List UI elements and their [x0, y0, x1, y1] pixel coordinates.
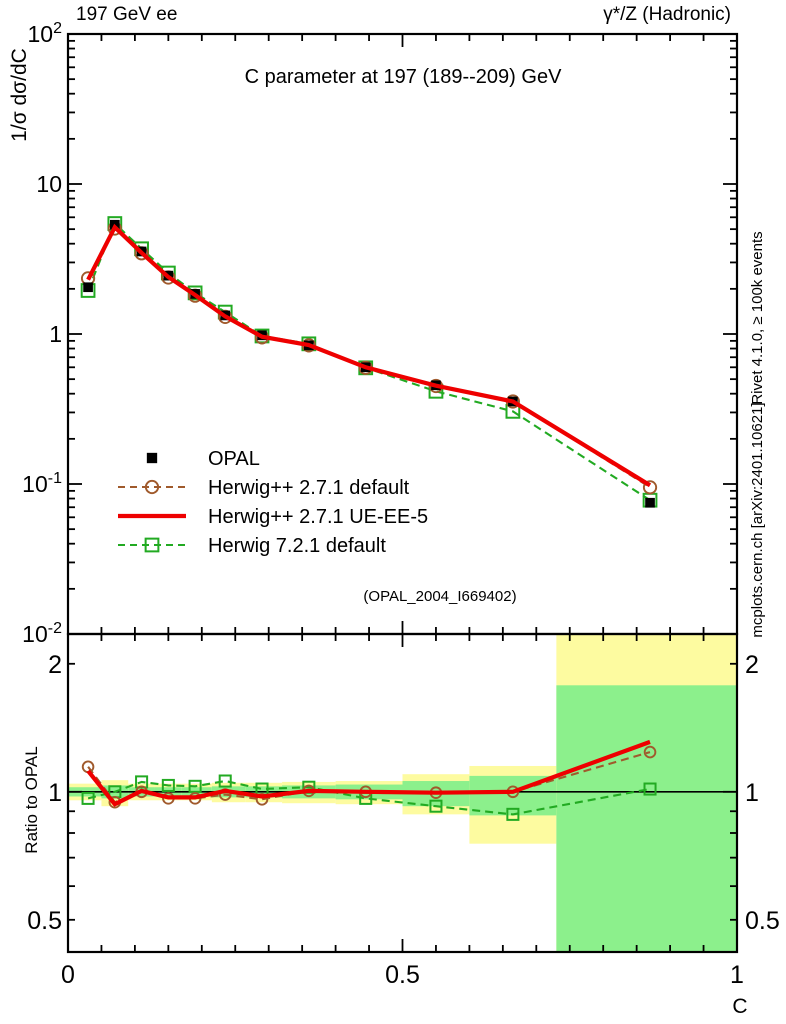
legend-label: Herwig++ 2.7.1 UE-EE-5 — [208, 506, 428, 528]
ratio-y-tick-label-right: 1 — [745, 779, 759, 807]
data-marker-square-open — [506, 807, 520, 821]
main-y-tick-label: 10 — [36, 171, 62, 197]
legend: OPAL Herwig++ 2.7.1 default Herwig++ 2.7.1… — [118, 448, 428, 557]
main-panel-axes — [66, 32, 739, 636]
data-marker-square-open — [429, 799, 443, 813]
data-marker-circle — [144, 479, 160, 495]
data-marker-square-open — [161, 778, 175, 792]
main-y-tick-label: 102 — [28, 20, 63, 47]
data-marker-circle — [642, 480, 658, 495]
data-marker-square-open — [81, 791, 95, 805]
main-y-tick-label: 10-1 — [22, 470, 62, 497]
data-marker-square — [645, 497, 655, 508]
data-marker-square-open — [188, 779, 202, 793]
ratio-y-tick-label: 1 — [48, 779, 62, 807]
ratio-y-tick-labels: 2 2 1 1 0.5 0.5 — [27, 651, 780, 935]
data-marker-circle — [255, 793, 269, 806]
data-marker-square-open — [218, 774, 232, 788]
series-line-herwig-2-7-1-ue-ee-5 — [86, 739, 651, 807]
x-tick-label: 1 — [730, 961, 744, 989]
data-marker-square-open — [135, 775, 149, 789]
ratio-y-tick-label-right: 2 — [745, 651, 759, 679]
ratio-data-series — [81, 739, 657, 821]
data-marker-square-open — [144, 537, 160, 553]
header-left-label: 197 GeV ee — [76, 4, 177, 25]
data-marker-square-open — [643, 782, 657, 796]
analysis-id-watermark: (OPAL_2004_I669402) — [363, 588, 516, 605]
header-right-label: γ*/Z (Hadronic) — [603, 4, 731, 25]
legend-label: OPAL — [208, 448, 260, 470]
rivet-version-label: Rivet 4.1.0, ≥ 100k events — [749, 231, 766, 404]
main-data-series — [80, 216, 658, 508]
ratio-y-tick-label: 2 — [48, 651, 62, 679]
ratio-panel-axes — [66, 632, 739, 954]
data-marker-circle — [81, 760, 95, 774]
legend-label: Herwig++ 2.7.1 default — [208, 477, 410, 499]
ratio-y-tick-label: 0.5 — [27, 907, 62, 935]
x-tick-label: 0 — [61, 961, 75, 989]
x-tick-labels: 0 0.5 1 — [61, 961, 744, 989]
series-line-herwig-7-2-1-default — [87, 779, 651, 816]
x-axis-label: C — [732, 995, 747, 1018]
series-line-herwig-2-7-1-ue-ee-5 — [86, 223, 652, 488]
x-tick-label: 0.5 — [385, 961, 420, 989]
page-title: C parameter at 197 (189--209) GeV — [245, 66, 562, 88]
main-y-tick-label: 1 — [49, 321, 62, 347]
data-marker-square — [83, 282, 93, 293]
main-y-axis-label: 1/σ dσ/dC — [8, 48, 31, 142]
data-marker-circle — [643, 745, 657, 759]
data-marker-square — [146, 452, 158, 464]
main-y-tick-label: 10-2 — [22, 620, 62, 647]
band-green — [556, 685, 737, 952]
series-line-herwig-7-2-1-default — [87, 221, 651, 502]
legend-label: Herwig 7.2.1 default — [208, 535, 386, 557]
mcplots-source-label: mcplots.cern.ch [arXiv:2401.10621] — [749, 402, 766, 637]
ratio-y-axis-label: Ratio to OPAL — [22, 746, 41, 853]
ratio-y-tick-label-right: 0.5 — [745, 907, 780, 935]
